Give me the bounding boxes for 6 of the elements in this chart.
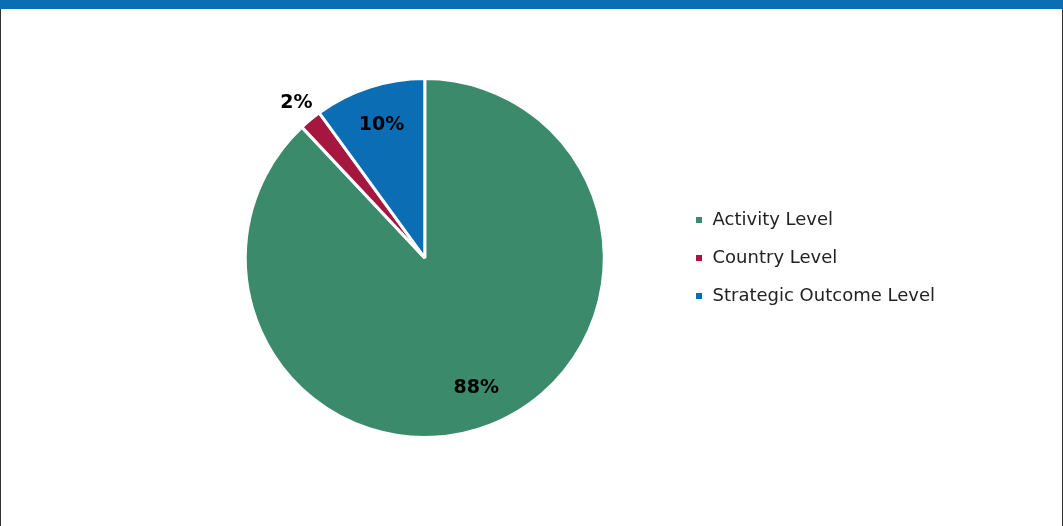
data-label: 10% xyxy=(358,111,405,134)
legend-label: Activity Level xyxy=(712,207,834,229)
data-label: 88% xyxy=(453,375,500,398)
legend-label: Strategic Outcome Level xyxy=(712,283,936,305)
data-label: 2% xyxy=(280,89,313,112)
legend-label: Country Level xyxy=(712,245,838,267)
